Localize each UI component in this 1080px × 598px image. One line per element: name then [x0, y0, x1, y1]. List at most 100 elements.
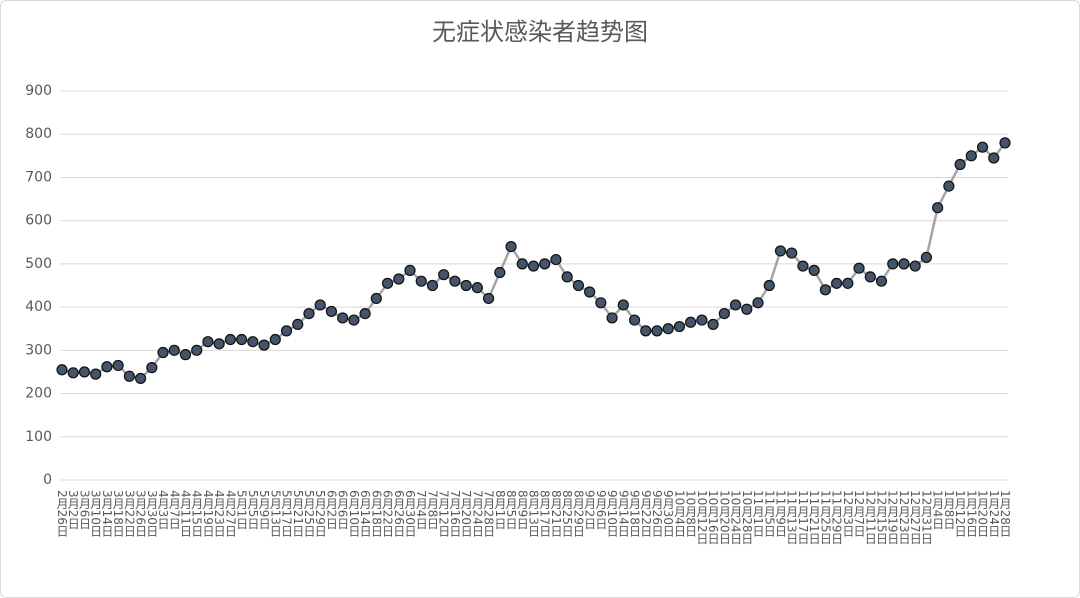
x-tick-label: 9月6日	[594, 490, 608, 529]
data-point	[90, 368, 102, 380]
data-point	[864, 271, 876, 283]
x-tick-label: 12月3日	[841, 490, 855, 537]
data-point	[561, 271, 573, 283]
data-point	[774, 245, 787, 257]
x-tick-label: 5月21日	[291, 490, 305, 537]
data-point	[449, 275, 461, 287]
x-tick-label: 9月18日	[628, 490, 642, 537]
data-point	[763, 279, 775, 292]
data-point	[505, 241, 517, 253]
x-tick-label: 6月26日	[392, 490, 406, 537]
x-tick-label: 12月7日	[852, 490, 866, 537]
data-point	[123, 370, 135, 382]
data-point	[741, 303, 753, 315]
data-point	[348, 314, 360, 326]
x-tick-label: 3月2日	[66, 490, 80, 529]
data-point	[875, 275, 888, 287]
data-point	[550, 253, 562, 266]
x-tick-label: 5月1日	[235, 490, 249, 529]
data-point	[179, 349, 192, 361]
x-tick-label: 10月8日	[684, 490, 698, 537]
y-tick-label: 200	[25, 386, 52, 402]
x-tick-label: 10月20日	[717, 490, 731, 545]
data-point	[56, 364, 68, 376]
x-tick-label: 7月4日	[414, 490, 428, 529]
chart-title: 无症状感染者趋势图	[432, 18, 648, 46]
x-tick-label: 11月9日	[773, 490, 787, 537]
data-point	[112, 359, 124, 372]
x-tick-label: 10月28日	[740, 490, 754, 545]
data-point	[685, 316, 697, 328]
data-point	[943, 180, 955, 192]
x-tick-label: 6月30日	[403, 490, 417, 537]
x-tick-label: 9月14日	[616, 490, 630, 537]
data-point	[236, 333, 248, 346]
x-tick-label: 5月13日	[268, 490, 282, 537]
y-tick-label: 400	[25, 299, 52, 315]
x-tick-label: 1月16日	[964, 490, 978, 537]
data-point	[932, 202, 944, 214]
x-tick-label: 3月30日	[145, 490, 159, 537]
x-tick-label: 10月12日	[695, 490, 709, 545]
x-tick-label: 1月28日	[998, 490, 1012, 537]
data-point	[808, 264, 820, 276]
data-point	[628, 314, 641, 326]
x-tick-label: 5月9日	[257, 490, 271, 529]
data-point	[269, 333, 281, 346]
data-point	[954, 158, 966, 171]
x-tick-label: 8月21日	[549, 490, 563, 537]
x-tick-label: 1月12日	[953, 490, 967, 537]
data-point	[595, 297, 607, 309]
x-tick-label: 6月22日	[381, 490, 395, 537]
x-tick-label: 5月17日	[280, 490, 294, 537]
x-tick-label: 2月26日	[55, 490, 69, 537]
data-point	[718, 307, 730, 320]
y-tick-label: 300	[25, 342, 52, 358]
y-tick-label: 0	[43, 472, 52, 488]
data-point	[516, 258, 528, 270]
x-tick-label: 6月18日	[369, 490, 383, 537]
data-point	[831, 277, 843, 289]
x-tick-label: 10月16日	[706, 490, 720, 545]
x-tick-label: 5月5日	[246, 490, 260, 529]
data-point	[247, 336, 259, 348]
data-point	[819, 284, 831, 296]
data-point	[965, 150, 977, 162]
x-tick-label: 9月2日	[583, 490, 597, 529]
x-tick-label: 4月11日	[178, 490, 192, 537]
data-point	[853, 262, 865, 274]
data-point	[976, 141, 989, 153]
x-tick-label: 8月29日	[571, 490, 585, 537]
x-tick-label: 7月24日	[470, 490, 484, 537]
data-point	[157, 346, 169, 359]
x-tick-label: 11月21日	[807, 490, 821, 545]
x-tick-label: 4月19日	[201, 490, 215, 537]
x-tick-label: 3月6日	[77, 490, 91, 529]
data-point	[325, 305, 338, 318]
x-tick-label: 3月10日	[89, 490, 103, 537]
x-tick-label: 7月8日	[425, 490, 439, 529]
data-point	[280, 325, 293, 337]
x-tick-label: 12月23日	[897, 490, 911, 545]
x-tick-label: 11月25日	[818, 490, 832, 545]
data-point	[381, 277, 394, 289]
data-point	[651, 325, 663, 337]
x-tick-label: 3月18日	[111, 490, 125, 537]
x-tick-label: 10月24日	[729, 490, 743, 545]
data-point	[752, 297, 764, 309]
x-tick-label: 1月8日	[942, 490, 956, 529]
x-tick-label: 11月29日	[830, 490, 844, 545]
x-tick-label: 9月30日	[661, 490, 675, 537]
data-point	[213, 338, 225, 350]
data-point	[898, 258, 910, 270]
data-point	[224, 333, 236, 346]
x-tick-label: 3月14日	[100, 490, 114, 537]
data-point	[606, 312, 618, 324]
data-point	[527, 260, 540, 272]
data-point	[314, 299, 326, 311]
y-tick-label: 600	[25, 213, 52, 229]
x-tick-label: 11月5日	[762, 490, 776, 537]
data-point	[887, 258, 899, 270]
data-point	[786, 247, 798, 259]
data-point	[202, 336, 214, 348]
